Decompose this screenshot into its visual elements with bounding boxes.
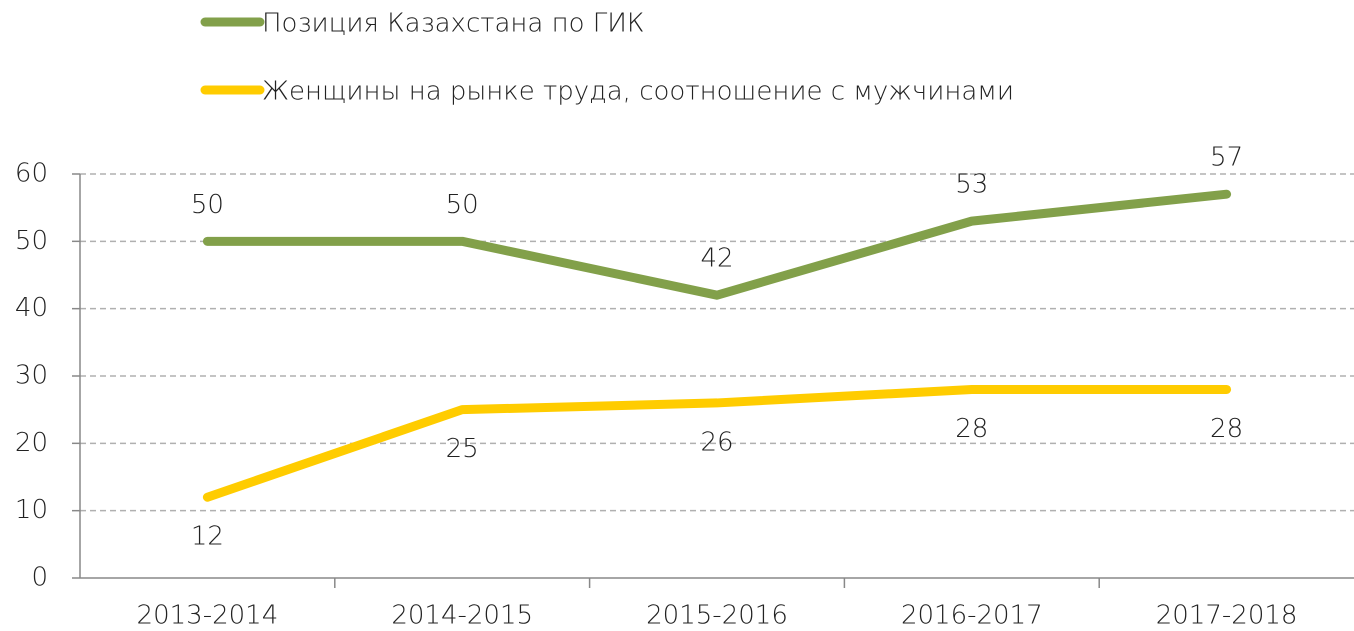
y-tick-label: 20 xyxy=(15,428,48,458)
data-label: 53 xyxy=(955,170,988,200)
y-tick-label: 60 xyxy=(15,159,48,189)
y-tick-label: 0 xyxy=(31,563,48,593)
y-tick-label: 10 xyxy=(15,495,48,525)
data-label: 28 xyxy=(955,414,988,444)
legend-label: Женщины на рынке труда, соотношение с му… xyxy=(262,77,1014,107)
data-label: 28 xyxy=(1210,414,1243,444)
x-tick-label: 2015-2016 xyxy=(646,601,788,631)
data-label: 57 xyxy=(1210,143,1243,173)
y-tick-label: 40 xyxy=(15,293,48,323)
data-label: 26 xyxy=(700,427,733,457)
data-label: 50 xyxy=(191,190,224,220)
series-line xyxy=(202,384,1232,502)
x-tick-label: 2014-2015 xyxy=(391,601,533,631)
x-tick-label: 2017-2018 xyxy=(1156,601,1298,631)
y-tick-label: 50 xyxy=(15,226,48,256)
series-line xyxy=(202,189,1232,300)
data-label: 25 xyxy=(446,434,479,464)
x-tick-label: 2016-2017 xyxy=(901,601,1043,631)
data-label: 12 xyxy=(191,522,224,552)
x-tick-label: 2013-2014 xyxy=(137,601,279,631)
legend-label: Позиция Казахстана по ГИК xyxy=(262,9,644,39)
data-label: 50 xyxy=(446,190,479,220)
y-tick-label: 30 xyxy=(15,361,48,391)
data-label: 42 xyxy=(700,244,733,274)
